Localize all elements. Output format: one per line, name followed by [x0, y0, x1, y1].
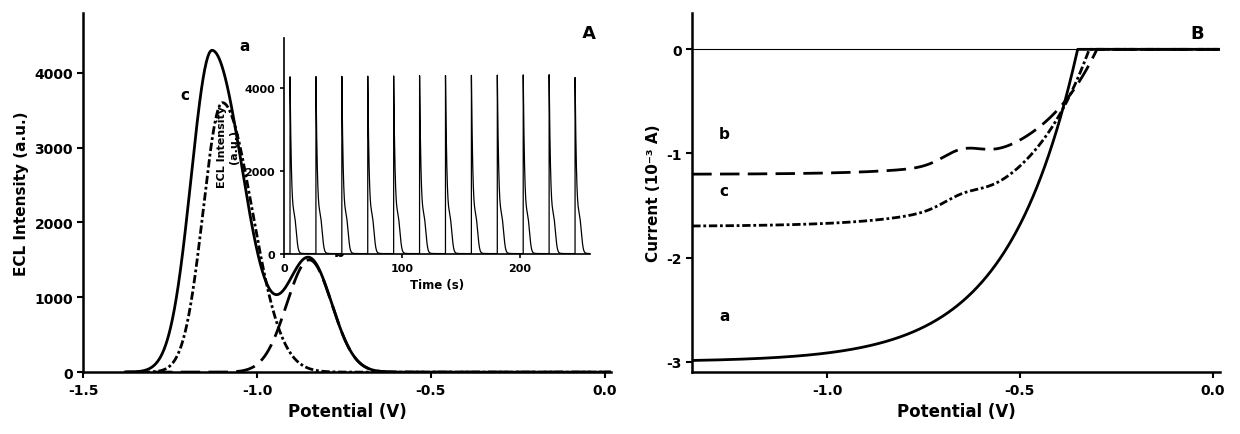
Text: b: b: [719, 127, 730, 141]
Text: b: b: [334, 245, 345, 260]
Text: c: c: [719, 184, 728, 199]
Text: B: B: [1190, 25, 1204, 43]
Y-axis label: ECL Intensity (a.u.): ECL Intensity (a.u.): [14, 111, 29, 275]
Text: A: A: [582, 25, 595, 43]
Text: a: a: [239, 39, 250, 54]
Text: a: a: [719, 309, 729, 323]
Y-axis label: Current (10⁻³ A): Current (10⁻³ A): [646, 125, 661, 262]
X-axis label: Potential (V): Potential (V): [897, 402, 1016, 420]
X-axis label: Potential (V): Potential (V): [288, 402, 407, 420]
Text: c: c: [181, 88, 190, 103]
